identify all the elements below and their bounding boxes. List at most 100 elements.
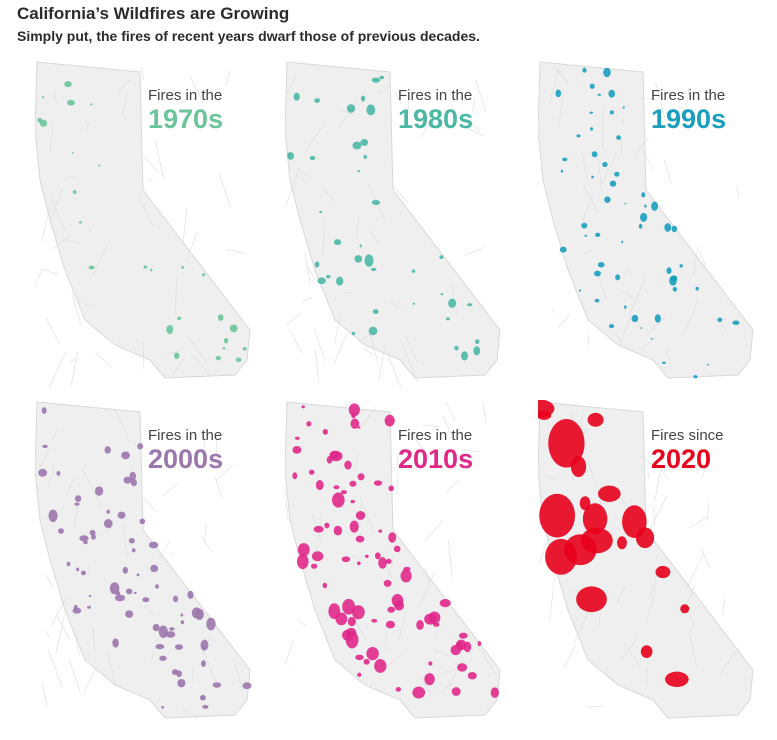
fire-perimeter bbox=[476, 342, 479, 344]
panel-decade: 2010s bbox=[398, 444, 473, 474]
fire-perimeter bbox=[615, 274, 620, 280]
fire-perimeter bbox=[106, 510, 109, 514]
fire-perimeter bbox=[202, 273, 205, 276]
road-line bbox=[701, 546, 710, 568]
fire-perimeter bbox=[87, 606, 91, 609]
fire-perimeter bbox=[105, 446, 111, 453]
road-line bbox=[95, 353, 111, 367]
fire-perimeter bbox=[328, 603, 340, 619]
fire-perimeter bbox=[192, 607, 201, 618]
fire-perimeter bbox=[468, 672, 477, 679]
fire-perimeter bbox=[349, 481, 356, 487]
fire-perimeter bbox=[609, 324, 614, 328]
road-line bbox=[302, 298, 312, 303]
road-line bbox=[285, 641, 294, 669]
road-line bbox=[290, 330, 302, 354]
fire-perimeter bbox=[603, 68, 611, 77]
fire-perimeter bbox=[360, 139, 368, 146]
road-line bbox=[552, 309, 554, 313]
fire-perimeter bbox=[156, 644, 165, 649]
fire-perimeter bbox=[306, 421, 311, 426]
road-line bbox=[35, 269, 42, 309]
fire-perimeter bbox=[388, 486, 393, 492]
road-line bbox=[737, 186, 739, 198]
road-line bbox=[298, 620, 306, 626]
fire-perimeter bbox=[89, 595, 92, 597]
road-line bbox=[307, 265, 315, 279]
road-line bbox=[45, 630, 49, 638]
fire-perimeter bbox=[366, 647, 378, 660]
fire-perimeter bbox=[181, 620, 185, 624]
fire-perimeter bbox=[311, 564, 317, 569]
fire-perimeter bbox=[461, 351, 468, 360]
road-line bbox=[425, 520, 443, 541]
fire-perimeter bbox=[655, 314, 661, 322]
fire-perimeter bbox=[67, 100, 75, 106]
fire-perimeter bbox=[608, 90, 615, 98]
panel-decade: 1970s bbox=[148, 104, 223, 134]
fire-perimeter bbox=[324, 523, 329, 529]
fire-perimeter bbox=[372, 200, 380, 205]
fire-perimeter bbox=[352, 142, 361, 150]
fire-perimeter bbox=[592, 151, 598, 157]
fire-perimeter bbox=[669, 276, 677, 286]
fire-perimeter bbox=[115, 595, 125, 602]
fire-perimeter bbox=[79, 535, 88, 541]
fire-perimeter bbox=[632, 315, 639, 322]
fire-perimeter bbox=[590, 127, 593, 131]
road-line bbox=[588, 334, 589, 346]
fire-perimeter bbox=[610, 181, 616, 187]
fire-perimeter bbox=[387, 607, 395, 613]
fire-perimeter bbox=[392, 594, 404, 607]
fire-perimeter bbox=[95, 486, 103, 495]
road-line bbox=[144, 497, 156, 512]
fire-perimeter bbox=[301, 405, 304, 408]
fire-perimeter bbox=[452, 687, 461, 696]
road-line bbox=[708, 503, 709, 521]
fire-perimeter bbox=[126, 589, 132, 595]
fire-perimeter bbox=[316, 480, 324, 490]
fire-perimeter bbox=[640, 213, 647, 222]
fire-perimeter bbox=[56, 471, 60, 476]
fire-perimeter bbox=[72, 152, 74, 154]
fire-perimeter bbox=[624, 203, 626, 205]
fire-perimeter bbox=[75, 495, 81, 502]
fire-perimeter bbox=[314, 526, 324, 533]
fire-perimeter bbox=[394, 546, 401, 553]
fire-perimeter bbox=[357, 170, 360, 172]
road-line bbox=[155, 140, 164, 178]
fire-perimeter bbox=[590, 84, 595, 89]
fire-perimeter bbox=[79, 221, 82, 223]
road-line bbox=[163, 484, 178, 496]
fire-perimeter bbox=[346, 631, 359, 648]
road-line bbox=[448, 540, 452, 577]
road-line bbox=[445, 401, 455, 421]
fire-perimeter bbox=[664, 223, 671, 232]
fire-perimeter bbox=[693, 375, 697, 378]
road-line bbox=[183, 208, 187, 244]
fire-perimeter bbox=[129, 538, 135, 543]
chart-title: California’s Wildfires are Growing bbox=[17, 4, 289, 24]
fire-perimeter bbox=[336, 277, 343, 286]
fire-perimeter bbox=[123, 567, 128, 574]
fire-perimeter bbox=[323, 583, 327, 589]
fire-perimeter bbox=[454, 346, 458, 351]
fire-perimeter bbox=[355, 255, 363, 263]
fire-perimeter bbox=[361, 96, 365, 102]
fire-perimeter bbox=[81, 571, 86, 576]
road-line bbox=[646, 155, 654, 171]
fire-perimeter bbox=[91, 534, 96, 540]
fire-perimeter bbox=[401, 569, 412, 582]
fire-perimeter bbox=[330, 451, 343, 461]
fire-perimeter bbox=[378, 529, 382, 532]
fire-perimeter bbox=[477, 641, 481, 646]
fire-perimeter bbox=[539, 494, 575, 538]
fire-perimeter bbox=[695, 287, 698, 291]
fire-perimeter bbox=[348, 617, 356, 626]
fire-perimeter bbox=[137, 443, 143, 449]
fire-perimeter bbox=[349, 403, 360, 416]
fire-perimeter bbox=[341, 490, 347, 494]
